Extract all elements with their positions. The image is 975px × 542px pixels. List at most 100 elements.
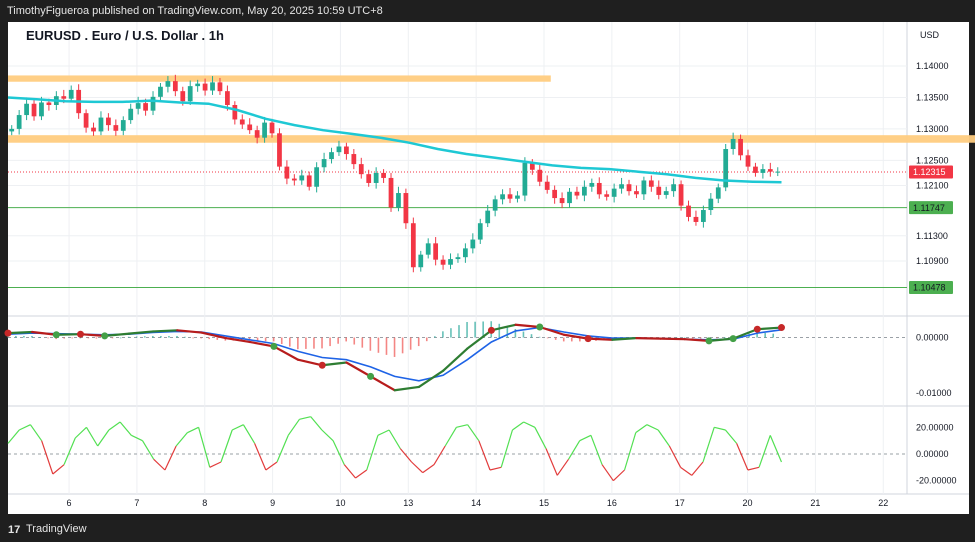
candle-body (745, 155, 751, 167)
oscillator-segment (635, 424, 648, 434)
macd-cross-up-dot (367, 372, 375, 380)
candle-body (16, 115, 22, 129)
macd-histogram-bar (506, 326, 509, 338)
candle-body (440, 259, 446, 265)
oscillator-segment (623, 432, 637, 471)
macd-line-segment (369, 375, 396, 392)
time-tick-label: 14 (471, 498, 481, 508)
macd-histogram-bar (764, 332, 766, 338)
chart-title: EURUSD . Euro / U.S. Dollar . 1h (26, 28, 224, 43)
macd-cross-up-dot (729, 335, 737, 343)
macd-histogram-bar (538, 336, 541, 338)
candle-body (143, 103, 148, 111)
oscillator-segment (422, 464, 435, 474)
support-badge (909, 201, 953, 215)
macd-histogram-bar (683, 337, 686, 339)
candle-body (61, 96, 67, 99)
macd-histogram-bar (15, 335, 17, 338)
macd-cross-down-dot (318, 361, 326, 369)
candle-body (753, 166, 758, 173)
candle-body (106, 117, 111, 126)
macd-histogram-bar (579, 337, 581, 342)
oscillator-segment (388, 429, 401, 449)
candle-body (396, 193, 401, 208)
macd-histogram-bar (152, 335, 154, 338)
oscillator-segment (209, 461, 222, 468)
oscillator-segment (242, 424, 256, 444)
macd-histogram-bar (724, 337, 726, 339)
oscillator-segment (197, 427, 211, 468)
macd-histogram-bar (377, 337, 380, 353)
macd-histogram-bar (135, 336, 138, 338)
candle-body (641, 180, 647, 195)
macd-histogram-bar (570, 337, 573, 342)
macd-histogram-bar (79, 337, 82, 339)
macd-histogram-bar (280, 337, 283, 345)
price-tick-label: 1.14000 (916, 61, 949, 71)
macd-line-segment (659, 337, 686, 341)
candle-body (150, 96, 156, 111)
macd-line-segment (587, 337, 614, 341)
candle-body (46, 102, 52, 105)
price-tick-label: 1.10900 (916, 256, 949, 266)
oscillator-segment (724, 429, 738, 444)
macd-line-segment (538, 325, 566, 336)
candle-body (492, 199, 498, 211)
oscillator-segment (187, 426, 199, 434)
macd-histogram-bar (272, 337, 275, 342)
macd-line-segment (272, 345, 300, 361)
macd-histogram-bar (288, 337, 291, 347)
oscillator-segment (545, 448, 558, 476)
oscillator-segment (736, 443, 749, 471)
candle-body (626, 184, 632, 192)
macd-line-segment (611, 336, 638, 341)
macd-histogram-bar (337, 337, 339, 344)
macd-histogram-bar (385, 337, 388, 355)
macd-cross-up-dot (536, 323, 544, 331)
macd-line-segment (176, 329, 203, 334)
candle-body (299, 175, 305, 181)
time-tick-label: 7 (134, 498, 139, 508)
macd-histogram-bar (87, 337, 90, 339)
oscillator-segment (747, 466, 760, 471)
candle-body (210, 82, 215, 91)
price-tick-label: 1.12500 (916, 155, 949, 165)
time-tick-label: 15 (539, 498, 549, 508)
candle-body (135, 103, 141, 109)
macd-histogram-bar (184, 336, 186, 338)
macd-line-segment (683, 338, 711, 342)
candle-body (195, 83, 201, 87)
candle-body (552, 189, 558, 199)
macd-histogram-bar (458, 325, 460, 338)
macd-histogram-bar (699, 337, 702, 339)
macd-histogram-bar (772, 333, 775, 338)
macd-line-segment (248, 340, 275, 348)
macd-line-segment (441, 347, 469, 372)
tradingview-logo-icon: 17 (8, 524, 21, 536)
macd-histogram-bar (168, 335, 170, 338)
macd-histogram-bar (474, 321, 476, 338)
oscillator-segment (377, 429, 390, 436)
candle-body (284, 166, 290, 179)
candle-body (31, 103, 37, 117)
candle-body (254, 130, 260, 138)
candle-body (165, 81, 171, 87)
macd-histogram-bar (7, 335, 9, 338)
oscillator-segment (7, 429, 20, 444)
candle-body (388, 177, 394, 208)
oscillator-segment (657, 429, 670, 447)
macd-line-segment (200, 331, 227, 340)
candle-body (663, 191, 669, 195)
candle-body (321, 159, 327, 168)
macd-line-segment (6, 330, 34, 335)
macd-line-segment (514, 323, 541, 329)
candle-body (291, 178, 297, 181)
time-tick-label: 17 (675, 498, 685, 508)
candle-body (433, 243, 439, 260)
macd-histogram-bar (119, 337, 122, 339)
candle-body (344, 146, 349, 155)
macd-histogram-bar (264, 337, 267, 342)
candle-body (507, 194, 513, 199)
macd-histogram-bar (321, 337, 323, 349)
